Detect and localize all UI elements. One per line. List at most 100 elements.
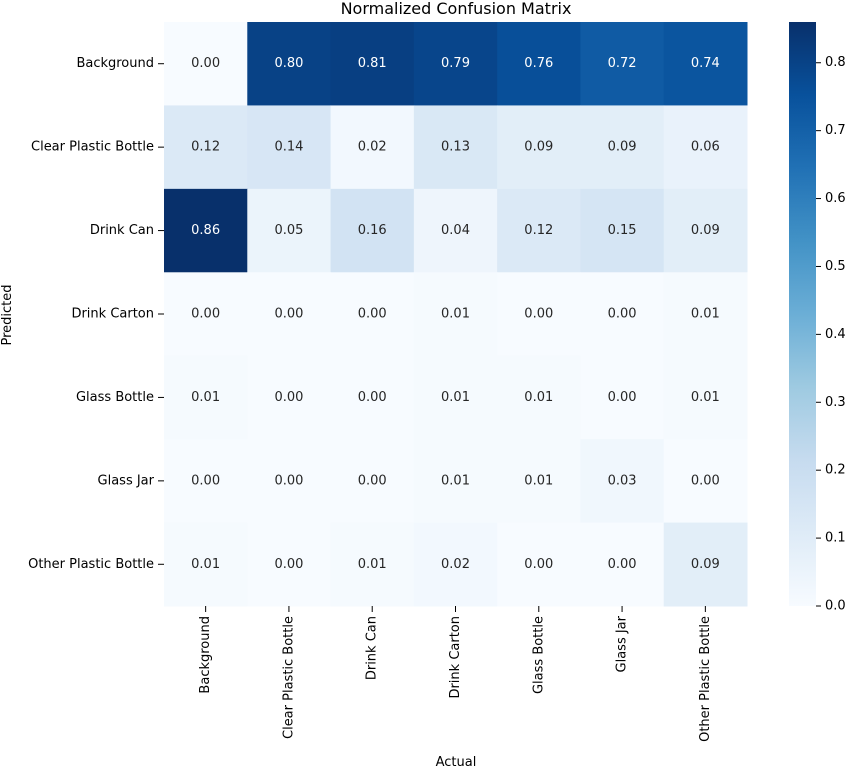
heatmap-cell xyxy=(164,272,248,357)
cell-value-label: 0.00 xyxy=(524,557,553,572)
heatmap-cell xyxy=(497,272,581,357)
heatmap-cell xyxy=(497,188,581,273)
y-tick-label-glass-bottle: Glass Bottle xyxy=(76,390,154,405)
heatmap-cell xyxy=(330,272,415,357)
cell-value-label: 0.16 xyxy=(358,223,387,238)
heatmap-cell xyxy=(413,522,498,607)
cell-value-label: 0.76 xyxy=(524,56,553,71)
heatmap-cell xyxy=(497,105,581,190)
cell-value-label: 0.81 xyxy=(358,56,387,71)
cell-value-label: 0.00 xyxy=(358,473,387,488)
x-tick-label-clear-plastic-bottle: Clear Plastic Bottle xyxy=(281,616,296,739)
x-tick-label-drink-can: Drink Can xyxy=(365,616,380,680)
colorbar-tick-label: 0.2 xyxy=(825,463,846,478)
heatmap-cell xyxy=(413,22,498,106)
y-tick-label-other-plastic-bottle: Other Plastic Bottle xyxy=(28,557,154,572)
x-axis-ticks: Background Clear Plastic Bottle Drink Can D… xyxy=(198,606,713,742)
heatmap-cell xyxy=(164,522,248,607)
cell-value-label: 0.80 xyxy=(274,56,303,71)
heatmap-cell xyxy=(497,522,581,607)
cell-value-label: 0.09 xyxy=(691,557,720,572)
colorbar xyxy=(789,22,816,606)
cell-value-label: 0.00 xyxy=(274,307,303,322)
cell-value-label: 0.00 xyxy=(608,557,637,572)
cell-value-label: 0.03 xyxy=(608,473,637,488)
cell-value-label: 0.01 xyxy=(524,390,553,405)
heatmap-cell xyxy=(663,22,748,106)
y-tick-label-clear-plastic-bottle: Clear Plastic Bottle xyxy=(31,140,154,155)
chart-title: Normalized Confusion Matrix xyxy=(341,0,572,18)
y-axis-label: Predicted xyxy=(0,284,15,345)
cell-value-label: 0.00 xyxy=(358,390,387,405)
heatmap-cell xyxy=(497,355,581,440)
cell-value-label: 0.01 xyxy=(441,473,470,488)
heatmap-cell xyxy=(330,105,415,190)
y-tick-label-background: Background xyxy=(76,56,154,71)
heatmap-cell xyxy=(580,439,665,524)
cell-value-label: 0.00 xyxy=(608,390,637,405)
colorbar-tick-label: 0.3 xyxy=(825,395,846,410)
heatmap-cell xyxy=(580,105,665,190)
cell-value-label: 0.09 xyxy=(608,140,637,155)
cell-value-label: 0.01 xyxy=(441,390,470,405)
cell-value-label: 0.00 xyxy=(274,390,303,405)
heatmap-cell xyxy=(580,22,665,106)
heatmap-cell xyxy=(580,188,665,273)
heatmap-cell xyxy=(164,22,248,106)
heatmap-cell xyxy=(247,188,332,273)
cell-value-label: 0.15 xyxy=(608,223,637,238)
cell-value-label: 0.04 xyxy=(441,223,470,238)
heatmap-cell xyxy=(580,272,665,357)
cell-value-label: 0.00 xyxy=(191,56,220,71)
colorbar-tick-label: 0.8 xyxy=(825,55,846,70)
heatmap-cell xyxy=(247,439,332,524)
x-axis-label: Actual xyxy=(436,755,477,770)
cell-value-label: 0.00 xyxy=(191,307,220,322)
heatmap-cell xyxy=(330,439,415,524)
heatmap-cell xyxy=(164,188,248,273)
y-tick-label-drink-carton: Drink Carton xyxy=(71,307,154,322)
heatmap-cell xyxy=(413,355,498,440)
cell-value-label: 0.00 xyxy=(191,473,220,488)
x-tick-label-other-plastic-bottle: Other Plastic Bottle xyxy=(698,616,713,742)
colorbar-tick-label: 0.1 xyxy=(825,531,846,546)
cell-value-label: 0.72 xyxy=(608,56,637,71)
y-axis-ticks: Background Clear Plastic Bottle Drink Can D… xyxy=(28,56,164,572)
cell-value-label: 0.00 xyxy=(524,307,553,322)
cell-value-label: 0.00 xyxy=(358,307,387,322)
cell-value-label: 0.01 xyxy=(191,557,220,572)
cell-value-label: 0.00 xyxy=(608,307,637,322)
cell-value-label: 0.79 xyxy=(441,56,470,71)
heatmap-cell xyxy=(330,188,415,273)
heatmap-cell xyxy=(413,188,498,273)
x-tick-label-glass-jar: Glass Jar xyxy=(615,615,630,672)
cell-value-label: 0.14 xyxy=(274,140,303,155)
heatmap-cell xyxy=(663,439,748,524)
colorbar-ticks: 0.0 0.1 0.2 0.3 0.4 0.5 0.6 0.7 0.8 xyxy=(816,55,846,614)
heatmap-cell xyxy=(497,22,581,106)
cell-value-label: 0.00 xyxy=(274,473,303,488)
heatmap-cell xyxy=(580,522,665,607)
cell-value-label: 0.01 xyxy=(691,307,720,322)
cell-value-label: 0.01 xyxy=(358,557,387,572)
cell-value-label: 0.09 xyxy=(524,140,553,155)
heatmap-cell xyxy=(663,188,748,273)
cell-value-label: 0.12 xyxy=(191,140,220,155)
cell-value-label: 0.01 xyxy=(441,307,470,322)
heatmap-cell xyxy=(164,439,248,524)
cell-value-label: 0.05 xyxy=(274,223,303,238)
cell-value-label: 0.00 xyxy=(691,473,720,488)
heatmap-cell xyxy=(330,522,415,607)
heatmap-cell xyxy=(497,439,581,524)
cell-value-label: 0.02 xyxy=(358,140,387,155)
heatmap-cell xyxy=(247,522,332,607)
heatmap-cell xyxy=(413,272,498,357)
cell-value-label: 0.01 xyxy=(191,390,220,405)
cell-value-label: 0.06 xyxy=(691,140,720,155)
x-tick-label-drink-carton: Drink Carton xyxy=(448,616,463,699)
x-tick-label-glass-bottle: Glass Bottle xyxy=(531,616,546,694)
heatmap-cell xyxy=(164,105,248,190)
heatmap-cell xyxy=(247,272,332,357)
cell-value-label: 0.09 xyxy=(691,223,720,238)
